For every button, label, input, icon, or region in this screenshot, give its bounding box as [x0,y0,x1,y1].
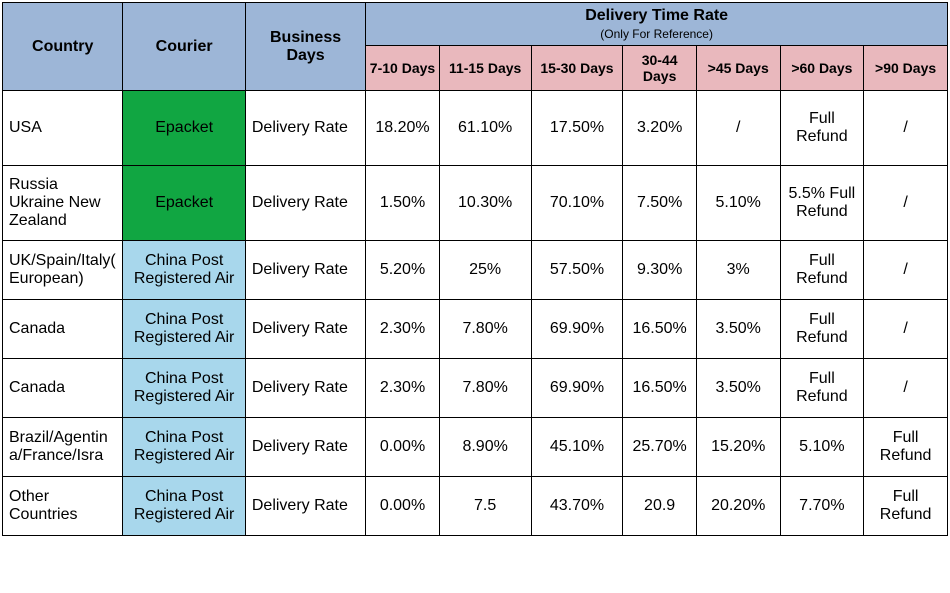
courier-cell: China Post Registered Air [123,418,245,477]
country-cell: Canada [3,300,123,359]
header-courier: Courier [123,3,245,91]
header-gt60-days: >60 Days [780,46,864,91]
table-row: Russia Ukraine New ZealandEpacketDeliver… [3,166,948,241]
rate-cell: Full Refund [780,300,864,359]
rate-cell: 5.20% [366,241,439,300]
rate-cell: 3.50% [696,359,780,418]
rate-cell: 20.20% [696,477,780,536]
rate-cell: / [864,300,948,359]
business-days-cell: Delivery Rate [245,418,365,477]
country-cell: USA [3,91,123,166]
table-row: UK/Spain/Italy(European)China Post Regis… [3,241,948,300]
rate-cell: Full Refund [780,359,864,418]
country-cell: Brazil/Agentina/France/Isra [3,418,123,477]
header-11-15-days: 11-15 Days [439,46,531,91]
header-country: Country [3,3,123,91]
rate-cell: 20.9 [623,477,696,536]
rate-cell: 45.10% [531,418,623,477]
rate-cell: 1.50% [366,166,439,241]
header-gt45-days: >45 Days [696,46,780,91]
header-row-1: Country Courier Business Days Delivery T… [3,3,948,46]
rate-cell: / [864,241,948,300]
delivery-title: Delivery Time Rate [585,7,728,24]
header-15-30-days: 15-30 Days [531,46,623,91]
rate-cell: 7.80% [439,300,531,359]
rate-cell: 18.20% [366,91,439,166]
courier-cell: China Post Registered Air [123,300,245,359]
rate-cell: / [864,359,948,418]
rate-cell: 7.5 [439,477,531,536]
rate-cell: 16.50% [623,359,696,418]
rate-cell: 2.30% [366,359,439,418]
rate-cell: Full Refund [864,418,948,477]
table-row: USAEpacketDelivery Rate18.20%61.10%17.50… [3,91,948,166]
rate-cell: 69.90% [531,300,623,359]
rate-cell: 25% [439,241,531,300]
header-gt90-days: >90 Days [864,46,948,91]
rate-cell: Full Refund [780,91,864,166]
table-body: USAEpacketDelivery Rate18.20%61.10%17.50… [3,91,948,536]
header-delivery-time-rate: Delivery Time Rate (Only For Reference) [366,3,948,46]
table-row: Other CountriesChina Post Registered Air… [3,477,948,536]
business-days-cell: Delivery Rate [245,359,365,418]
rate-cell: 2.30% [366,300,439,359]
rate-cell: / [696,91,780,166]
table-row: Brazil/Agentina/France/IsraChina Post Re… [3,418,948,477]
table-row: CanadaChina Post Registered AirDelivery … [3,359,948,418]
rate-cell: Full Refund [864,477,948,536]
rate-cell: 5.10% [780,418,864,477]
rate-cell: 3.50% [696,300,780,359]
rate-cell: 69.90% [531,359,623,418]
business-days-cell: Delivery Rate [245,241,365,300]
rate-cell: 3% [696,241,780,300]
rate-cell: 0.00% [366,477,439,536]
rate-cell: 16.50% [623,300,696,359]
country-cell: UK/Spain/Italy(European) [3,241,123,300]
business-days-cell: Delivery Rate [245,166,365,241]
table-row: CanadaChina Post Registered AirDelivery … [3,300,948,359]
header-30-44-days: 30-44 Days [623,46,696,91]
business-days-cell: Delivery Rate [245,91,365,166]
rate-cell: 0.00% [366,418,439,477]
rate-cell: 9.30% [623,241,696,300]
rate-cell: 8.90% [439,418,531,477]
business-days-cell: Delivery Rate [245,300,365,359]
rate-cell: 7.50% [623,166,696,241]
rate-cell: 25.70% [623,418,696,477]
header-7-10-days: 7-10 Days [366,46,439,91]
courier-cell: China Post Registered Air [123,477,245,536]
delivery-rate-table: Country Courier Business Days Delivery T… [2,2,948,536]
rate-cell: 7.70% [780,477,864,536]
country-cell: Russia Ukraine New Zealand [3,166,123,241]
courier-cell: Epacket [123,91,245,166]
rate-cell: 3.20% [623,91,696,166]
delivery-subtitle: (Only For Reference) [372,27,941,41]
header-business-days: Business Days [245,3,365,91]
rate-cell: 7.80% [439,359,531,418]
business-days-cell: Delivery Rate [245,477,365,536]
country-cell: Other Countries [3,477,123,536]
rate-cell: 10.30% [439,166,531,241]
courier-cell: China Post Registered Air [123,359,245,418]
rate-cell: Full Refund [780,241,864,300]
rate-cell: 5.5% Full Refund [780,166,864,241]
rate-cell: 61.10% [439,91,531,166]
rate-cell: / [864,166,948,241]
rate-cell: 43.70% [531,477,623,536]
rate-cell: / [864,91,948,166]
rate-cell: 5.10% [696,166,780,241]
country-cell: Canada [3,359,123,418]
courier-cell: China Post Registered Air [123,241,245,300]
rate-cell: 15.20% [696,418,780,477]
rate-cell: 17.50% [531,91,623,166]
rate-cell: 70.10% [531,166,623,241]
rate-cell: 57.50% [531,241,623,300]
courier-cell: Epacket [123,166,245,241]
